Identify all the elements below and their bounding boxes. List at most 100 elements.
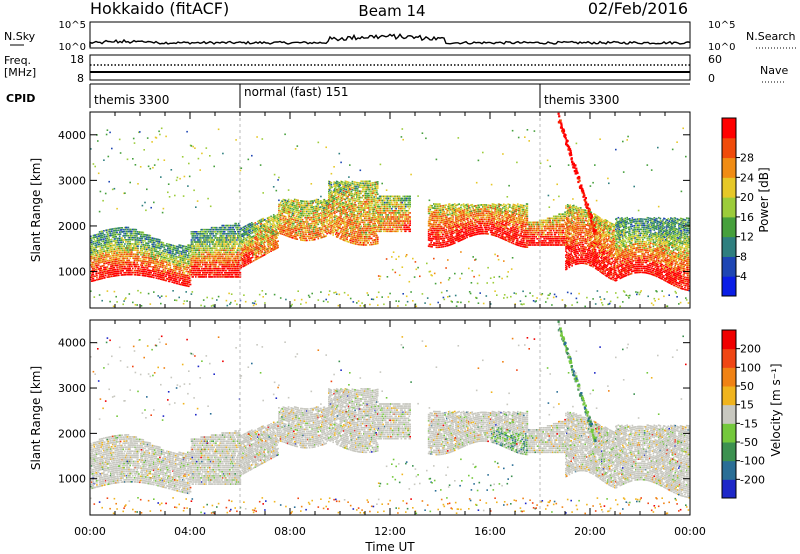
- range-cell: [96, 236, 98, 238]
- range-cell: [193, 235, 195, 237]
- range-cell: [113, 263, 115, 265]
- range-cell: [232, 241, 234, 243]
- range-cell: [192, 276, 194, 278]
- range-cell: [131, 270, 133, 272]
- range-cell: [246, 254, 248, 256]
- range-cell: [209, 155, 211, 157]
- range-cell: [206, 274, 208, 276]
- range-cell: [157, 159, 159, 161]
- range-cell: [233, 227, 235, 229]
- range-cell: [263, 240, 265, 242]
- range-cell: [205, 241, 207, 243]
- range-cell: [203, 299, 205, 301]
- range-cell: [249, 235, 251, 237]
- range-cell: [195, 260, 197, 262]
- range-cell: [205, 233, 207, 235]
- range-cell: [228, 258, 230, 260]
- range-cell: [179, 279, 181, 281]
- range-cell: [98, 264, 100, 266]
- range-cell: [189, 176, 191, 178]
- range-cell: [172, 251, 174, 253]
- range-cell: [166, 255, 168, 257]
- range-cell: [171, 246, 173, 248]
- range-cell: [210, 274, 212, 276]
- range-cell: [146, 271, 148, 273]
- range-cell: [129, 241, 131, 243]
- range-cell: [204, 276, 206, 278]
- range-cell: [94, 296, 96, 298]
- range-cell: [249, 227, 251, 229]
- range-cell: [156, 137, 158, 139]
- range-cell: [215, 231, 217, 233]
- range-cell: [227, 268, 229, 270]
- range-cell: [204, 262, 206, 264]
- range-cell: [148, 293, 150, 295]
- range-cell: [219, 272, 221, 274]
- range-cell: [213, 252, 215, 254]
- range-cell: [129, 268, 131, 270]
- range-cell: [143, 259, 145, 261]
- range-cell: [258, 247, 260, 249]
- range-cell: [165, 296, 167, 298]
- range-cell: [156, 265, 158, 267]
- range-cell: [224, 260, 226, 262]
- range-cell: [198, 231, 200, 233]
- range-cell: [179, 271, 181, 273]
- range-cell: [114, 188, 116, 190]
- nsearch-tick-high: 10^5: [708, 20, 735, 31]
- range-cell: [175, 248, 177, 250]
- range-cell: [259, 234, 261, 236]
- range-cell: [113, 257, 115, 259]
- range-cell: [234, 241, 236, 243]
- range-cell: [127, 253, 129, 255]
- range-cell: [138, 260, 140, 262]
- range-cell: [172, 259, 174, 261]
- range-cell: [202, 245, 204, 247]
- range-cell: [165, 253, 167, 255]
- range-cell: [122, 227, 124, 229]
- range-cell: [207, 266, 209, 268]
- range-cell: [143, 271, 145, 273]
- range-cell: [102, 245, 104, 247]
- range-cell: [105, 275, 107, 277]
- range-cell: [224, 231, 226, 233]
- range-cell: [115, 296, 117, 298]
- range-cell: [207, 264, 209, 266]
- range-cell: [174, 282, 176, 284]
- range-cell: [234, 266, 236, 268]
- range-cell: [140, 272, 142, 274]
- range-cell: [222, 247, 224, 249]
- range-cell: [215, 245, 217, 247]
- range-cell: [173, 249, 175, 251]
- range-cell: [185, 250, 187, 252]
- range-cell: [101, 251, 103, 253]
- range-cell: [123, 229, 125, 231]
- range-cell: [192, 237, 194, 239]
- range-cell: [234, 264, 236, 266]
- range-cell: [135, 272, 137, 274]
- range-cell: [159, 249, 161, 251]
- range-cell: [136, 241, 138, 243]
- range-cell: [244, 257, 246, 259]
- range-cell: [192, 270, 194, 272]
- range-cell: [149, 253, 151, 255]
- range-cell: [104, 236, 106, 238]
- range-cell: [252, 238, 254, 240]
- range-cell: [267, 252, 269, 254]
- range-cell: [126, 235, 128, 237]
- range-cell: [153, 240, 155, 242]
- range-cell: [235, 237, 237, 239]
- range-cell: [114, 248, 116, 250]
- range-cell: [237, 258, 239, 260]
- range-cell: [265, 225, 267, 227]
- range-cell: [150, 266, 152, 268]
- range-cell: [170, 271, 172, 273]
- range-cell: [263, 234, 265, 236]
- range-cell: [177, 281, 179, 283]
- nsky-panel: N.Sky 10^5 10^0 10^5 10^0 N.Search: [4, 20, 796, 53]
- range-cell: [142, 238, 144, 240]
- range-cell: [205, 270, 207, 272]
- range-cell: [143, 242, 145, 244]
- range-cell: [199, 169, 201, 171]
- range-cell: [231, 293, 233, 295]
